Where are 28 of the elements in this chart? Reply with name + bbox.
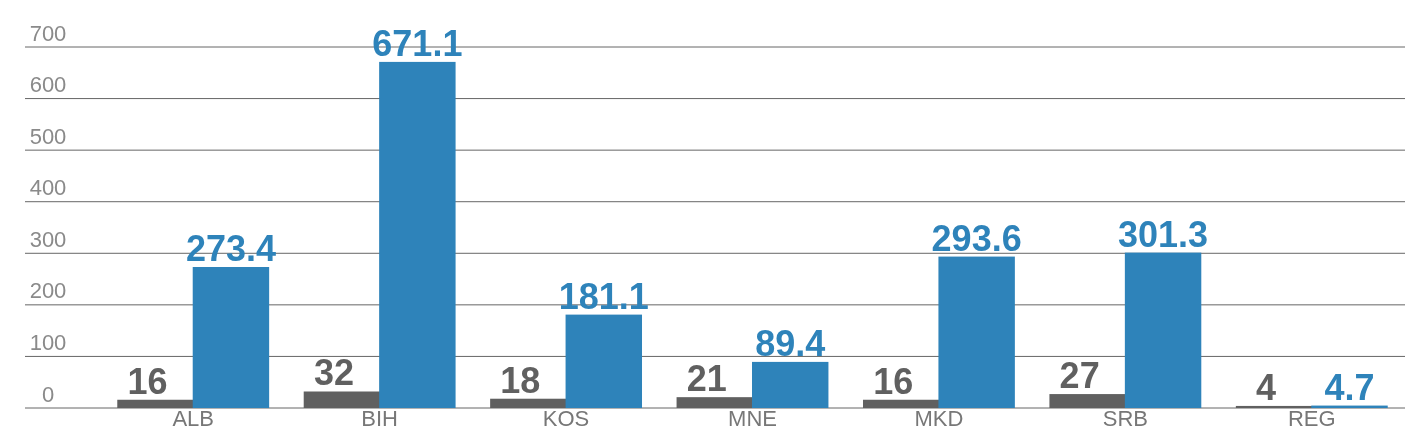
x-tick-label: MNE <box>728 406 777 431</box>
data-label: 4 <box>1256 366 1277 408</box>
y-tick-label: 500 <box>29 123 67 149</box>
y-tick-label: 100 <box>29 329 67 355</box>
data-label: 4.7 <box>1324 366 1375 408</box>
x-tick-label: KOS <box>542 406 590 431</box>
y-tick-label: 300 <box>29 226 67 252</box>
data-label: 16 <box>127 360 168 402</box>
data-label: 671.1 <box>372 22 463 64</box>
data-label: 293.6 <box>931 217 1022 259</box>
x-tick-label: REG <box>1287 406 1336 431</box>
data-label: 32 <box>313 352 354 394</box>
x-tick-label: MKD <box>914 406 964 431</box>
y-tick-label: 600 <box>29 72 67 98</box>
data-label: 21 <box>686 358 727 400</box>
data-label: 181.1 <box>558 275 649 317</box>
data-label: 16 <box>873 360 914 402</box>
y-tick-label: 400 <box>29 175 67 201</box>
data-label: 27 <box>1059 355 1100 397</box>
data-label: 89.4 <box>755 322 826 364</box>
x-tick-label: BIH <box>361 406 398 431</box>
y-tick-label: 700 <box>29 20 67 46</box>
x-tick-label: ALB <box>172 406 215 431</box>
y-tick-label: 200 <box>29 278 67 304</box>
data-label: 301.3 <box>1118 213 1209 255</box>
y-tick-label: 0 <box>41 381 55 407</box>
data-label: 18 <box>500 359 541 401</box>
x-tick-label: SRB <box>1102 406 1148 431</box>
